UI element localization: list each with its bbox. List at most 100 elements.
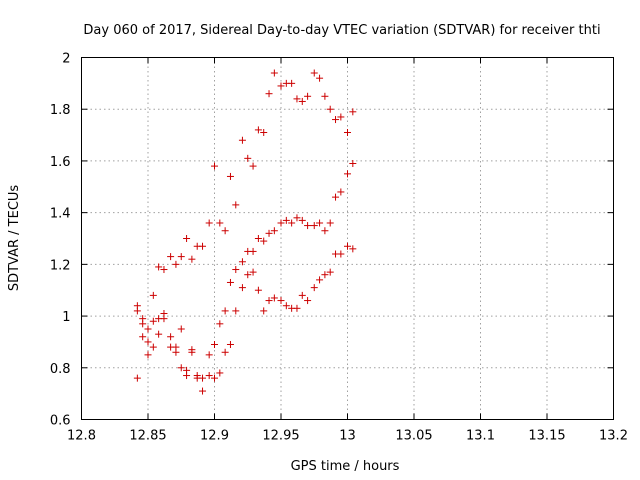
data-point [144, 338, 152, 346]
data-point [232, 307, 240, 315]
data-point [332, 193, 340, 201]
data-point [254, 235, 262, 242]
data-point [349, 160, 357, 168]
data-point [344, 128, 351, 136]
data-point [221, 307, 229, 315]
data-points [133, 69, 357, 395]
data-point [144, 351, 152, 359]
data-point [211, 341, 218, 349]
data-point [133, 307, 141, 315]
data-point [316, 276, 324, 284]
axis-ticks: 12.8 12.85 12.9 12.95 13 13.05 13.1 13.15 13.2 0.… [50, 52, 628, 444]
x-tick-label: 13 [339, 429, 356, 444]
data-point [238, 284, 246, 292]
data-point [188, 348, 196, 356]
data-point [298, 291, 306, 299]
x-tick-label: 12.95 [262, 429, 299, 444]
x-tick-label: 13.1 [466, 429, 495, 444]
data-point [172, 348, 180, 356]
data-point [321, 271, 329, 279]
y-axis-label: SDTVAR / TECUs [7, 185, 22, 292]
data-point [349, 108, 357, 116]
plot-frame [81, 57, 614, 420]
data-point [205, 351, 213, 359]
data-point [199, 387, 207, 395]
data-point [265, 90, 273, 98]
data-point [199, 242, 207, 250]
data-point [277, 82, 285, 90]
data-point [304, 297, 312, 305]
data-point [144, 325, 152, 333]
x-axis-label: GPS time / hours [291, 459, 400, 474]
data-point [226, 172, 234, 180]
data-point [344, 242, 351, 250]
data-point [326, 268, 334, 276]
data-point [337, 113, 345, 121]
y-tick-label: 1.4 [50, 207, 71, 222]
data-point [270, 69, 278, 77]
x-tick-label: 12.9 [200, 429, 229, 444]
grid-lines [81, 57, 614, 420]
data-point [254, 286, 262, 294]
data-point [265, 229, 273, 237]
data-point [326, 219, 334, 227]
data-point [216, 219, 224, 227]
data-point [155, 330, 163, 338]
data-point [216, 320, 224, 328]
data-point [177, 325, 185, 333]
data-point [288, 219, 296, 227]
y-tick-label: 2 [62, 52, 70, 67]
data-point [238, 258, 246, 266]
data-point [293, 304, 301, 312]
data-point [232, 266, 240, 274]
data-point [167, 253, 175, 261]
data-point [298, 216, 306, 224]
data-point [221, 348, 229, 356]
data-point [270, 294, 278, 302]
data-point [310, 69, 318, 77]
data-point [298, 97, 306, 105]
data-point [282, 216, 290, 224]
data-point [249, 268, 257, 276]
x-tick-label: 13.05 [395, 429, 432, 444]
data-point [149, 343, 157, 351]
data-point [304, 92, 312, 100]
data-point [344, 170, 351, 178]
data-point [277, 219, 285, 227]
y-tick-label: 1.6 [50, 155, 71, 170]
data-point [337, 250, 345, 258]
data-point [321, 227, 329, 235]
data-point [349, 245, 357, 253]
data-point [244, 154, 252, 162]
data-point [260, 128, 268, 136]
data-point [139, 320, 147, 328]
data-point [172, 260, 180, 268]
y-tick-label: 0.8 [50, 362, 71, 377]
data-point [155, 263, 163, 271]
data-point [232, 201, 240, 209]
data-point [205, 372, 213, 380]
x-tick-label: 12.85 [129, 429, 166, 444]
data-point [282, 302, 290, 310]
x-tick-label: 12.8 [67, 429, 96, 444]
y-tick-label: 0.6 [50, 414, 71, 429]
x-tick-label: 13.15 [528, 429, 565, 444]
data-point [238, 136, 246, 144]
data-point [254, 126, 262, 134]
data-point [316, 74, 324, 82]
data-point [133, 374, 141, 382]
data-point [205, 219, 213, 227]
data-point [293, 214, 301, 222]
data-point [260, 237, 268, 245]
data-point [149, 317, 157, 325]
data-point [221, 227, 229, 235]
data-point [270, 227, 278, 235]
data-point [288, 79, 296, 87]
data-point [326, 105, 334, 113]
data-point [139, 333, 147, 341]
data-point [277, 297, 285, 305]
data-point [160, 266, 168, 274]
data-point [183, 372, 191, 380]
y-tick-label: 1.2 [50, 258, 71, 273]
data-point [293, 95, 301, 103]
